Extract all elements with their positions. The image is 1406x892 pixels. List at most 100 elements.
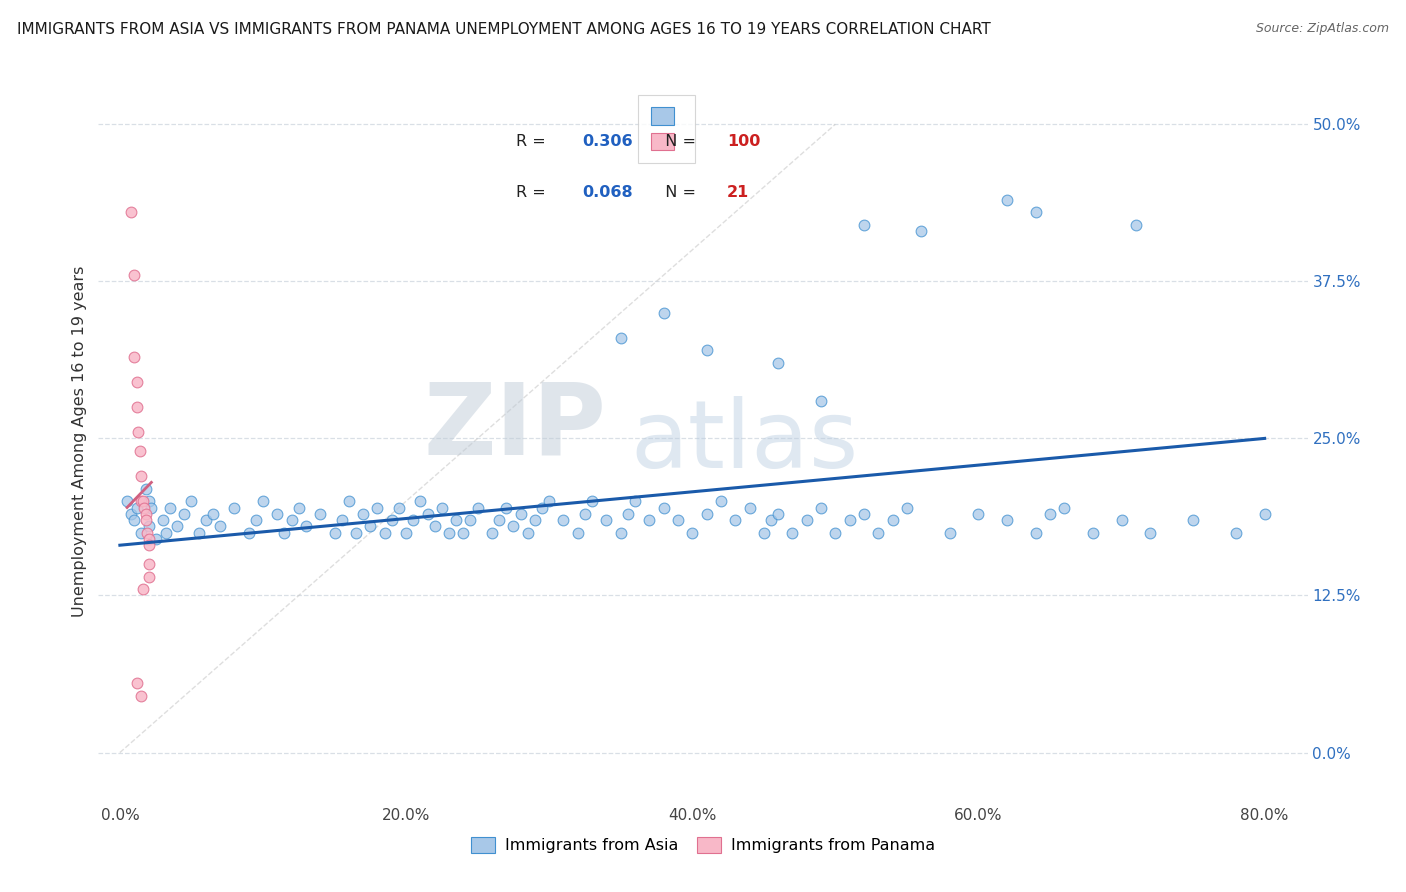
Point xyxy=(609,525,631,540)
Text: Source: ZipAtlas.com: Source: ZipAtlas.com xyxy=(1256,22,1389,36)
Text: IMMIGRANTS FROM ASIA VS IMMIGRANTS FROM PANAMA UNEMPLOYMENT AMONG AGES 16 TO 19 : IMMIGRANTS FROM ASIA VS IMMIGRANTS FROM … xyxy=(17,22,991,37)
Point xyxy=(481,525,503,540)
Point xyxy=(125,676,148,690)
Point xyxy=(1081,525,1104,540)
Point xyxy=(138,519,160,533)
Point xyxy=(132,582,155,597)
Point xyxy=(131,525,153,540)
Point xyxy=(766,507,789,521)
Point xyxy=(967,507,990,521)
Point xyxy=(1139,525,1161,540)
Point xyxy=(187,525,209,540)
Point xyxy=(135,482,157,496)
Point xyxy=(617,507,640,521)
Point xyxy=(444,513,467,527)
Point xyxy=(252,494,274,508)
Point xyxy=(266,507,288,521)
Point xyxy=(488,513,510,527)
Point xyxy=(352,507,374,521)
Point xyxy=(135,513,157,527)
Point xyxy=(681,525,703,540)
Point xyxy=(309,507,332,521)
Point xyxy=(173,507,195,521)
Text: 100: 100 xyxy=(727,134,761,149)
Point xyxy=(388,500,411,515)
Point xyxy=(120,507,142,521)
Point xyxy=(201,507,224,521)
Point xyxy=(1025,525,1047,540)
Point xyxy=(166,519,188,533)
Point xyxy=(238,525,260,540)
Text: ZIP: ZIP xyxy=(423,378,606,475)
Point xyxy=(1025,205,1047,219)
Point xyxy=(180,494,202,508)
Point xyxy=(666,513,689,527)
Point xyxy=(323,525,346,540)
Point xyxy=(138,532,160,546)
Point xyxy=(538,494,561,508)
Point xyxy=(135,507,157,521)
Point xyxy=(359,519,381,533)
Point xyxy=(502,519,524,533)
Point xyxy=(810,500,832,515)
Point xyxy=(796,513,818,527)
Text: R =: R = xyxy=(516,134,551,149)
Point xyxy=(453,525,475,540)
Point xyxy=(824,525,846,540)
Point xyxy=(995,513,1018,527)
Point xyxy=(1053,500,1076,515)
Point xyxy=(852,218,875,232)
Point xyxy=(1182,513,1205,527)
Point xyxy=(138,557,160,571)
Point xyxy=(467,500,489,515)
Point xyxy=(752,525,775,540)
Y-axis label: Unemployment Among Ages 16 to 19 years: Unemployment Among Ages 16 to 19 years xyxy=(72,266,87,617)
Point xyxy=(609,331,631,345)
Point xyxy=(423,519,446,533)
Point xyxy=(896,500,918,515)
Point xyxy=(416,507,439,521)
Point xyxy=(523,513,546,527)
Point xyxy=(138,569,160,583)
Point xyxy=(155,525,177,540)
Text: atlas: atlas xyxy=(630,395,859,488)
Point xyxy=(402,513,425,527)
Point xyxy=(330,513,353,527)
Point xyxy=(531,500,554,515)
Point xyxy=(337,494,360,508)
Point xyxy=(409,494,432,508)
Point xyxy=(595,513,617,527)
Point xyxy=(125,375,148,389)
Text: R =: R = xyxy=(516,185,551,200)
Text: 21: 21 xyxy=(727,185,749,200)
Point xyxy=(738,500,761,515)
Point xyxy=(295,519,318,533)
Point xyxy=(374,525,396,540)
Point xyxy=(516,525,538,540)
Point xyxy=(287,500,309,515)
Text: 0.068: 0.068 xyxy=(582,185,633,200)
Point xyxy=(122,268,145,282)
Point xyxy=(194,513,217,527)
Point xyxy=(810,393,832,408)
Point xyxy=(134,500,156,515)
Point xyxy=(131,494,153,508)
Point xyxy=(638,513,661,527)
Point xyxy=(120,205,142,219)
Point xyxy=(724,513,747,527)
Point xyxy=(509,507,531,521)
Point xyxy=(138,494,160,508)
Point xyxy=(395,525,418,540)
Point xyxy=(245,513,267,527)
Point xyxy=(344,525,367,540)
Point xyxy=(1253,507,1275,521)
Point xyxy=(125,400,148,414)
Point xyxy=(852,507,875,521)
Point xyxy=(553,513,575,527)
Point xyxy=(1125,218,1147,232)
Point xyxy=(1225,525,1247,540)
Point xyxy=(838,513,860,527)
Legend: Immigrants from Asia, Immigrants from Panama: Immigrants from Asia, Immigrants from Pa… xyxy=(465,830,941,860)
Point xyxy=(131,689,153,703)
Point xyxy=(381,513,404,527)
